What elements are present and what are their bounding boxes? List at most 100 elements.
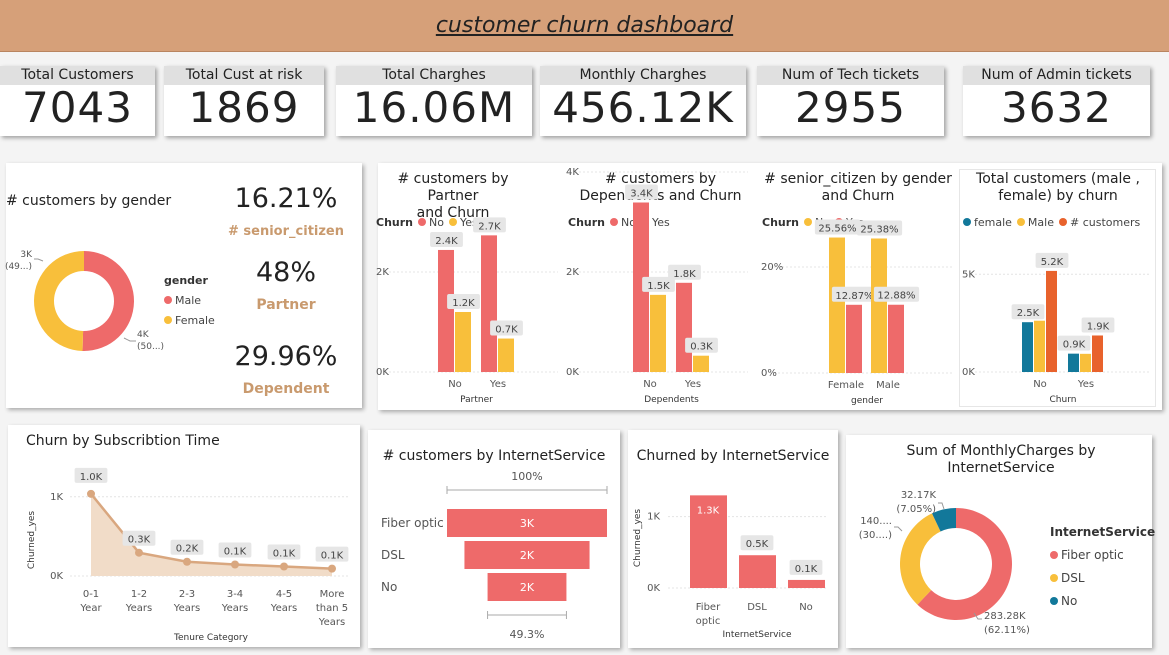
kpi-monthly-charges[interactable]: Monthly Charghes 456.12K <box>540 66 746 136</box>
x-tick-label: Year <box>79 603 102 614</box>
data-label-bg <box>267 544 301 560</box>
data-label: 4K <box>137 330 150 340</box>
kpi-tech-tickets[interactable]: Num of Tech tickets 2955 <box>757 66 944 136</box>
data-label: 5.2K <box>1041 257 1064 268</box>
legend-dot <box>1050 597 1058 605</box>
legend-label: Male <box>1027 216 1054 229</box>
leader-line <box>894 526 903 532</box>
y-tick-label: 4K <box>566 167 579 178</box>
x-tick-label: Yes <box>489 379 506 390</box>
funnel-bar <box>487 573 567 601</box>
data-label: (30....) <box>859 530 892 541</box>
legend-title: gender <box>164 274 208 287</box>
data-label: 0.3K <box>128 535 151 546</box>
title-line: and Churn <box>416 205 490 221</box>
title-line: # customers by <box>604 171 717 187</box>
senior-bar-chart[interactable]: 0% 20% 25.56% 12.87% Female 25.38% 12.88% Male g… <box>758 163 958 410</box>
funnel-bottom-label: 49.3% <box>510 628 545 641</box>
legend-item-dsl[interactable]: DSL <box>1050 567 1155 590</box>
data-label: 3K <box>520 517 535 530</box>
x-axis-title: gender <box>851 396 883 406</box>
legend-title: Churn <box>376 216 413 229</box>
churn-internet-chart-title: Churned by InternetService <box>636 448 830 464</box>
kpi-label: Total Customers <box>0 66 155 85</box>
data-label-bg <box>170 539 204 555</box>
gender-donut-chart[interactable]: 4K (50...) 3K (49...) <box>5 163 362 408</box>
legend-dot <box>1050 551 1058 559</box>
kpi-label: Total Cust at risk <box>164 66 324 85</box>
x-tick-label: Years <box>221 603 248 614</box>
data-label: 1.0K <box>80 472 103 483</box>
x-tick-label: No <box>1033 379 1047 390</box>
dependents-bar-chart[interactable]: 0K 2K 4K 3.4K 1.5K No 1.8K 0.3K Yes Dependents <box>566 163 758 410</box>
bar <box>650 294 666 372</box>
tenure-area-chart[interactable]: 0K 1K Churned_yes 1.0K 0-1 Year 0.3K 1-2 Years 0.… <box>8 425 360 647</box>
legend-item-no[interactable]: No <box>1050 590 1155 613</box>
dashboard-title: customer churn dashboard <box>435 13 734 38</box>
x-axis-title: Churn <box>1050 395 1077 405</box>
x-tick-label: DSL <box>747 602 767 613</box>
partner-bar-chart[interactable]: 0K 2K 2.4K 1.2K No 2.7K 0.7K Yes Partner <box>376 163 568 410</box>
title-line: Dependents and Churn <box>579 188 742 204</box>
gender-legend: gender Male Female <box>164 271 215 331</box>
y-tick-label: 0K <box>50 571 63 582</box>
category-label: Fiber optic <box>381 516 444 530</box>
total-gender-chart-title: Total customers (male , female) by churn <box>963 171 1153 205</box>
y-tick-label: 0K <box>962 367 975 378</box>
data-label: 2.4K <box>435 236 458 247</box>
legend-item-female[interactable]: Female <box>164 311 215 331</box>
tenure-card[interactable]: Churn by Subscribtion Time 0K 1K Churned_y… <box>8 425 360 647</box>
kpi-total-cust-at-risk[interactable]: Total Cust at risk 1869 <box>164 66 324 136</box>
dependent-label: Dependent <box>242 381 330 397</box>
legend-label: Yes <box>651 216 670 229</box>
y-tick-label: 1K <box>647 512 660 523</box>
donut-slice <box>917 508 1012 620</box>
monthly-internet-card[interactable]: Sum of MonthlyCharges by InternetService … <box>846 435 1155 648</box>
x-tick-label: Female <box>828 380 864 391</box>
donut-slice <box>900 513 941 605</box>
partner-chart-title: # customers by Partner and Churn <box>378 171 528 222</box>
data-label: 3.4K <box>630 189 653 200</box>
data-label: 1.2K <box>452 298 475 309</box>
kpi-label: Num of Tech tickets <box>757 66 944 85</box>
data-label-bg <box>1057 335 1091 351</box>
x-tick-label: 2-3 <box>179 589 195 600</box>
donut-slice <box>33 251 84 351</box>
internet-funnel-chart[interactable]: 100% 3K Fiber optic 2K DSL 2K No 49.3% <box>368 430 620 648</box>
data-label: 25.38% <box>860 224 898 235</box>
legend-label: DSL <box>1061 571 1085 585</box>
y-axis-title: Churned_yes <box>633 509 643 568</box>
legend-dot <box>804 218 812 226</box>
legend-label: Fiber optic <box>1061 548 1124 562</box>
monthly-internet-donut-chart[interactable]: 283.28K (62.11%) 140.... (30....) 32.17K (7.0… <box>846 435 1152 648</box>
data-label-bg <box>856 220 903 236</box>
data-label: 0.1K <box>795 564 818 575</box>
funnel-bar <box>447 509 607 537</box>
legend-dot <box>1050 574 1058 582</box>
x-tick-label: No <box>448 379 462 390</box>
kpi-total-customers[interactable]: Total Customers 7043 <box>0 66 155 136</box>
churn-internet-bar-chart[interactable]: 0K 1K Churned_yes 1.3K Fiber optic 0.5K DSL 0.1K… <box>628 430 838 648</box>
kpi-total-charges[interactable]: Total Charghes 16.06M <box>336 66 532 136</box>
legend-item-fiber[interactable]: Fiber optic <box>1050 544 1155 567</box>
data-label: 1.9K <box>1087 321 1110 332</box>
gender-card[interactable]: # customers by gender 4K (50...) 3K (49...)… <box>5 163 362 408</box>
data-label-bg <box>831 286 878 302</box>
kpi-admin-tickets[interactable]: Num of Admin tickets 3632 <box>963 66 1150 136</box>
dependents-chart-title: # customers by Dependents and Churn <box>573 171 748 205</box>
x-tick-label: Years <box>270 603 297 614</box>
funnel-card[interactable]: # customers by InternetService 100% 3K Fib… <box>368 430 620 648</box>
data-label: 2K <box>520 581 535 594</box>
legend-item-male[interactable]: Male <box>164 291 215 311</box>
y-axis-title: Churned_yes <box>27 511 37 570</box>
x-tick-label: Male <box>876 380 900 391</box>
x-tick-label: 0-1 <box>83 589 99 600</box>
data-label: 0.7K <box>495 325 518 336</box>
data-label-bg <box>315 546 349 562</box>
bar <box>1080 353 1091 372</box>
churn-internet-card[interactable]: Churned by InternetService 0K 1K Churned_y… <box>628 430 838 648</box>
x-axis-title: InternetService <box>723 630 792 640</box>
title-line: Sum of MonthlyCharges by <box>906 443 1096 459</box>
data-label-bg <box>814 219 861 235</box>
